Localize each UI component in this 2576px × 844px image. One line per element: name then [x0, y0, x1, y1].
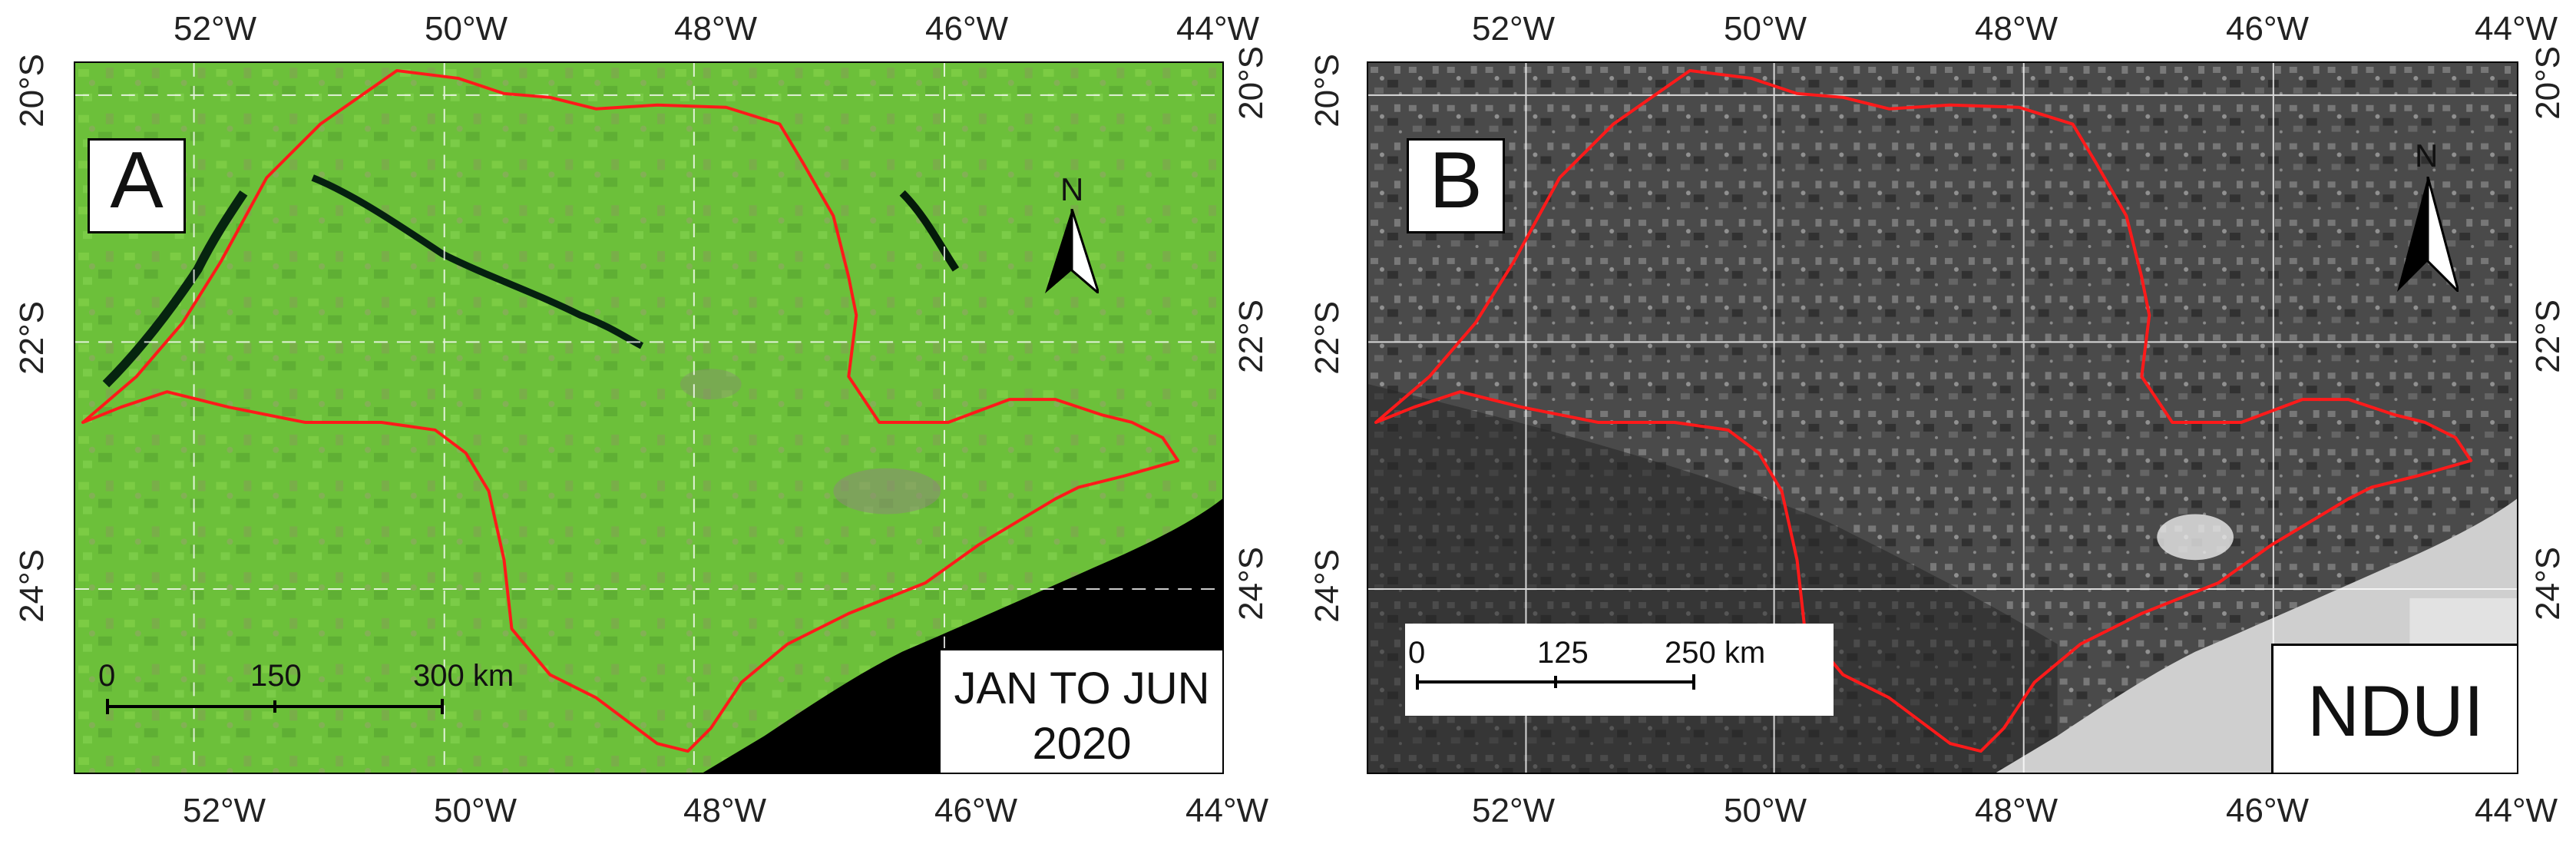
scale-label: 300 km — [413, 659, 514, 693]
bottom-lon-tick: 44°W — [1185, 792, 1269, 829]
date-range-box: JAN TO JUN 2020 — [938, 648, 1222, 773]
panel-b: 52°W 50°W 48°W 46°W 44°W 52°W 50°W 48°W … — [1288, 0, 2576, 844]
north-arrow-icon — [1045, 209, 1099, 293]
graticule — [75, 63, 1222, 773]
left-lat-tick: 22°S — [13, 301, 51, 375]
right-lat-tick: 22°S — [1232, 300, 1270, 373]
bottom-lon-tick: 48°W — [1975, 792, 2058, 829]
scale-label: 0 — [98, 659, 116, 693]
top-lon-tick: 48°W — [674, 10, 758, 48]
bottom-lon-tick: 46°W — [2226, 792, 2310, 829]
bottom-lon-tick: 50°W — [434, 792, 518, 829]
state-boundary — [1374, 68, 2473, 753]
scale-label: 0 — [1408, 636, 1426, 670]
panel-label-a: A — [88, 138, 186, 233]
map-a: A N 0 150 300 km JAN TO JUN 2020 — [74, 61, 1224, 774]
top-lon-tick: 52°W — [174, 10, 257, 48]
left-lat-tick: 20°S — [13, 54, 51, 127]
top-lon-tick: 46°W — [2226, 10, 2310, 48]
left-lat-tick: 20°S — [1308, 54, 1346, 127]
urban-patch — [680, 369, 742, 400]
top-lon-tick: 50°W — [1724, 10, 1807, 48]
right-lat-tick: 24°S — [1232, 547, 1270, 621]
reservoir — [899, 190, 960, 272]
top-lon-tick: 50°W — [425, 10, 508, 48]
left-lat-tick: 24°S — [1308, 549, 1346, 623]
right-lat-tick: 22°S — [2529, 300, 2567, 373]
date-year-label: 2020 — [1032, 719, 1132, 769]
left-lat-tick: 22°S — [1308, 301, 1346, 375]
scale-bar — [106, 699, 444, 714]
panel-label-b: B — [1407, 138, 1505, 233]
bottom-lon-tick: 52°W — [183, 792, 266, 829]
reservoir — [311, 174, 644, 349]
graticule — [1368, 63, 2517, 773]
date-range-label: JAN TO JUN — [954, 664, 1210, 713]
bottom-lon-tick: 52°W — [1472, 792, 1556, 829]
index-name-box: NDUI — [2271, 644, 2517, 773]
scale-box — [1405, 624, 1834, 716]
scale-label: 150 — [250, 659, 302, 693]
top-lon-tick: 44°W — [2475, 10, 2558, 48]
north-arrow-label: N — [2415, 137, 2439, 174]
map-b: B N 0 125 250 km NDUI — [1367, 61, 2518, 774]
scale-bar — [1416, 674, 1695, 690]
left-lat-tick: 24°S — [13, 549, 51, 623]
urban-patch — [833, 468, 941, 515]
north-arrow-label: N — [1060, 171, 1084, 207]
right-lat-tick: 20°S — [2529, 46, 2567, 120]
top-lon-tick: 48°W — [1975, 10, 2058, 48]
bottom-lon-tick: 44°W — [2475, 792, 2558, 829]
top-lon-tick: 44°W — [1176, 10, 1260, 48]
scale-label: 125 — [1537, 636, 1589, 670]
urban-bright — [2157, 514, 2234, 561]
scale-label: 250 km — [1665, 636, 1766, 670]
top-lon-tick: 52°W — [1472, 10, 1556, 48]
right-lat-tick: 24°S — [2529, 547, 2567, 621]
bottom-lon-tick: 48°W — [683, 792, 767, 829]
north-arrow-icon — [2397, 177, 2459, 292]
state-boundary — [81, 68, 1180, 753]
top-lon-tick: 46°W — [925, 10, 1009, 48]
panel-a: 52°W 50°W 48°W 46°W 44°W 52°W 50°W 48°W … — [0, 0, 1278, 844]
bottom-lon-tick: 46°W — [934, 792, 1018, 829]
bottom-lon-tick: 50°W — [1724, 792, 1807, 829]
right-lat-tick: 20°S — [1232, 46, 1270, 120]
